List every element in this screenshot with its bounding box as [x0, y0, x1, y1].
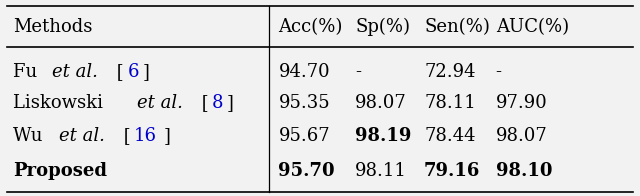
Text: 98.07: 98.07 [495, 127, 547, 145]
Text: 97.90: 97.90 [495, 94, 547, 112]
Text: et al.: et al. [137, 94, 182, 112]
Text: ]: ] [164, 127, 171, 145]
Text: Methods: Methods [13, 18, 93, 36]
Text: 95.67: 95.67 [278, 127, 330, 145]
Text: 95.70: 95.70 [278, 162, 335, 180]
Text: Fu: Fu [13, 63, 44, 81]
Text: [: [ [111, 63, 124, 81]
Text: -: - [495, 63, 502, 81]
Text: 98.11: 98.11 [355, 162, 407, 180]
Text: et al.: et al. [52, 63, 98, 81]
Text: Acc(%): Acc(%) [278, 18, 343, 36]
Text: Sp(%): Sp(%) [355, 18, 410, 36]
Text: 98.10: 98.10 [495, 162, 552, 180]
Text: 95.35: 95.35 [278, 94, 330, 112]
Text: Liskowski: Liskowski [13, 94, 109, 112]
Text: AUC(%): AUC(%) [495, 18, 569, 36]
Text: 16: 16 [134, 127, 157, 145]
Text: [: [ [196, 94, 209, 112]
Text: 98.07: 98.07 [355, 94, 407, 112]
Text: 6: 6 [127, 63, 139, 81]
Text: 79.16: 79.16 [424, 162, 481, 180]
Text: 78.11: 78.11 [424, 94, 476, 112]
Text: ]: ] [227, 94, 234, 112]
Text: 98.19: 98.19 [355, 127, 412, 145]
Text: [: [ [118, 127, 131, 145]
Text: Sen(%): Sen(%) [424, 18, 490, 36]
Text: 72.94: 72.94 [424, 63, 476, 81]
Text: ]: ] [142, 63, 149, 81]
Text: et al.: et al. [59, 127, 105, 145]
Text: Wu: Wu [13, 127, 49, 145]
Text: Proposed: Proposed [13, 162, 108, 180]
Text: 78.44: 78.44 [424, 127, 476, 145]
Text: 94.70: 94.70 [278, 63, 330, 81]
Text: -: - [355, 63, 361, 81]
Text: 8: 8 [212, 94, 223, 112]
